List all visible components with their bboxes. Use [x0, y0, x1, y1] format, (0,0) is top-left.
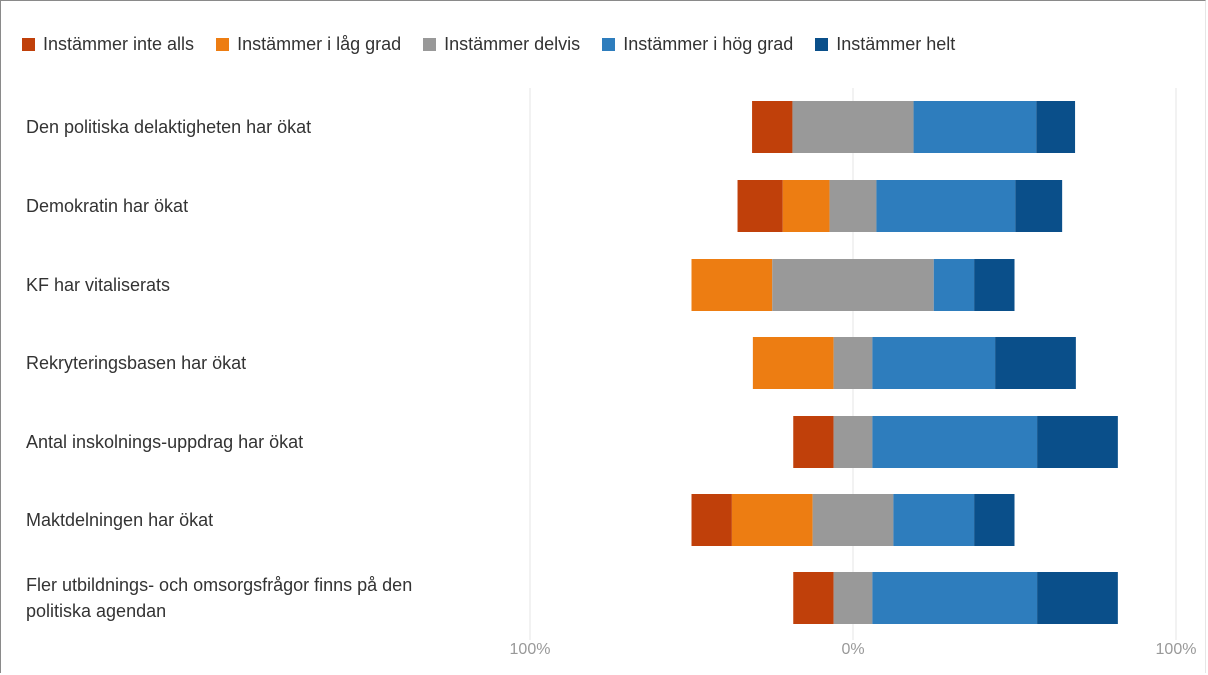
bar-segment	[1037, 572, 1118, 624]
legend-swatch	[22, 37, 35, 51]
bar-segment	[691, 259, 773, 311]
legend-label: Instämmer delvis	[444, 33, 581, 54]
x-tick-label: 100%	[1156, 641, 1197, 658]
legend-label: Instämmer i låg grad	[237, 33, 402, 54]
bar-segment	[876, 180, 1016, 232]
legend-item: Instämmer i låg grad	[216, 34, 401, 55]
legend-label: Instämmer helt	[836, 33, 956, 54]
bar-segment	[812, 494, 894, 546]
bar-segment	[933, 259, 975, 311]
legend-label: Instämmer inte alls	[43, 33, 195, 54]
category-label: Demokratin har ökat	[26, 196, 189, 216]
bar-segment	[737, 180, 783, 232]
bar-segment	[793, 572, 834, 624]
category-label: Rekryteringsbasen har ökat	[26, 353, 247, 373]
legend-swatch	[815, 37, 829, 51]
bar-segment	[833, 337, 873, 389]
bar-segment	[1037, 416, 1118, 468]
bar-segment	[829, 180, 877, 232]
bar-segment	[913, 101, 1037, 153]
category-label: Den politiska delaktigheten har ökat	[26, 117, 312, 137]
bar-segment	[752, 337, 834, 389]
bar-segment	[731, 494, 813, 546]
bar-segment	[872, 572, 1038, 624]
x-tick-label: 0%	[841, 641, 864, 658]
category-label: Antal inskolnings-uppdrag har ökat	[26, 432, 304, 452]
legend-swatch	[216, 37, 230, 51]
bar-segment	[1015, 180, 1063, 232]
bar-segment	[893, 494, 975, 546]
bar-segment	[782, 180, 830, 232]
legend-swatch	[423, 37, 437, 51]
bar-segment	[792, 101, 914, 153]
bar-segment	[833, 572, 873, 624]
bar-segment	[872, 416, 1038, 468]
legend-item: Instämmer inte alls	[22, 34, 194, 55]
bar-segment	[974, 259, 1015, 311]
bar-segment	[833, 416, 873, 468]
legend-item: Instämmer delvis	[423, 34, 580, 55]
bar-segment	[872, 337, 996, 389]
bar-segment	[772, 259, 934, 311]
x-tick-label: 100%	[510, 641, 551, 658]
bar-segment	[691, 494, 732, 546]
bar-segment	[752, 101, 793, 153]
bar-segment	[793, 416, 834, 468]
category-label: Fler utbildnings- och omsorgsfrågor finn…	[26, 575, 413, 621]
legend-swatch	[602, 37, 616, 51]
category-label: KF har vitaliserats	[26, 275, 171, 295]
legend-item: Instämmer helt	[815, 34, 955, 55]
category-label: Maktdelningen har ökat	[26, 510, 214, 530]
bar-segment	[995, 337, 1076, 389]
legend-item: Instämmer i hög grad	[602, 34, 793, 55]
legend: Instämmer inte alls Instämmer i låg grad I…	[22, 30, 977, 58]
bar-segment	[1036, 101, 1076, 153]
legend-label: Instämmer i hög grad	[623, 33, 794, 54]
bar-segment	[974, 494, 1015, 546]
